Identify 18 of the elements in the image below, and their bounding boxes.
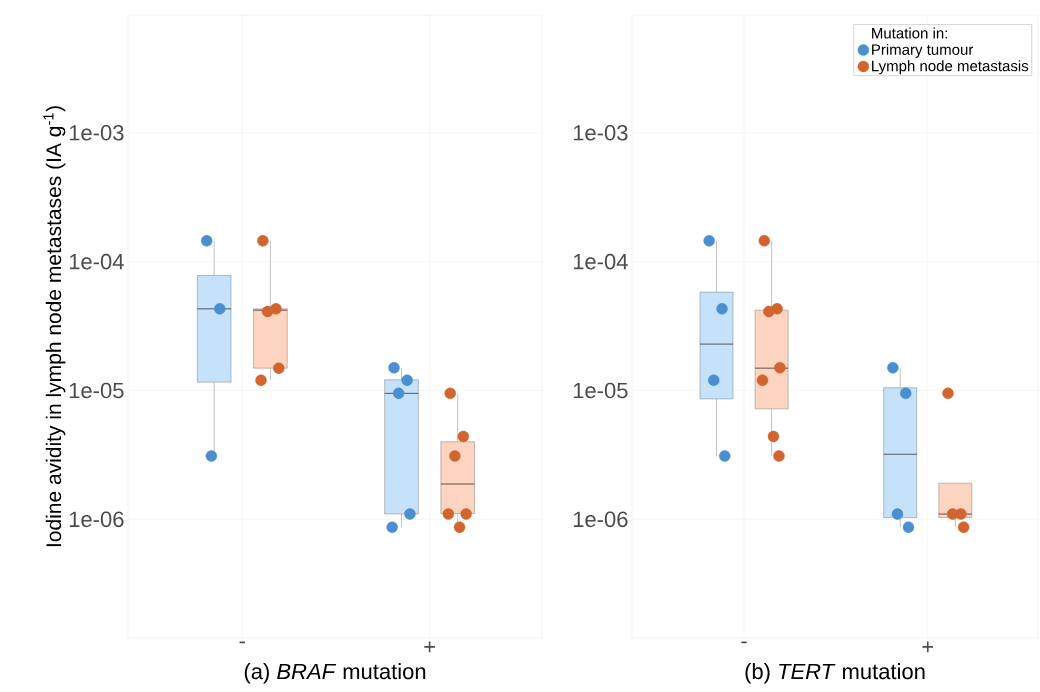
legend-label: Primary tumour bbox=[872, 43, 974, 58]
x-axis-title: (b) TERT mutation bbox=[745, 663, 925, 684]
legend-label: Lymph node metastasis bbox=[872, 60, 1029, 75]
y-tick-label: 1e-05 bbox=[69, 382, 124, 399]
y-axis-title: Iodine avidity in lymph node metastases (IA g$^{-1}$) bbox=[43, 106, 66, 547]
x-axis-title: (a) BRAF mutation bbox=[244, 663, 426, 684]
legend-title: Mutation in: bbox=[872, 27, 947, 39]
x-tick-label: - bbox=[239, 641, 245, 644]
x-tick-label: + bbox=[922, 641, 934, 653]
y-tick-label: 1e-03 bbox=[573, 124, 628, 141]
x-tick-label: + bbox=[424, 641, 435, 653]
x-tick-label: - bbox=[741, 641, 747, 644]
y-tick-label: 1e-06 bbox=[69, 511, 124, 528]
y-tick-label: 1e-05 bbox=[573, 382, 628, 399]
y-tick-label: 1e-06 bbox=[573, 511, 628, 528]
y-tick-label: 1e-04 bbox=[573, 253, 628, 270]
y-tick-label: 1e-03 bbox=[69, 124, 124, 141]
y-tick-label: 1e-04 bbox=[69, 253, 124, 270]
